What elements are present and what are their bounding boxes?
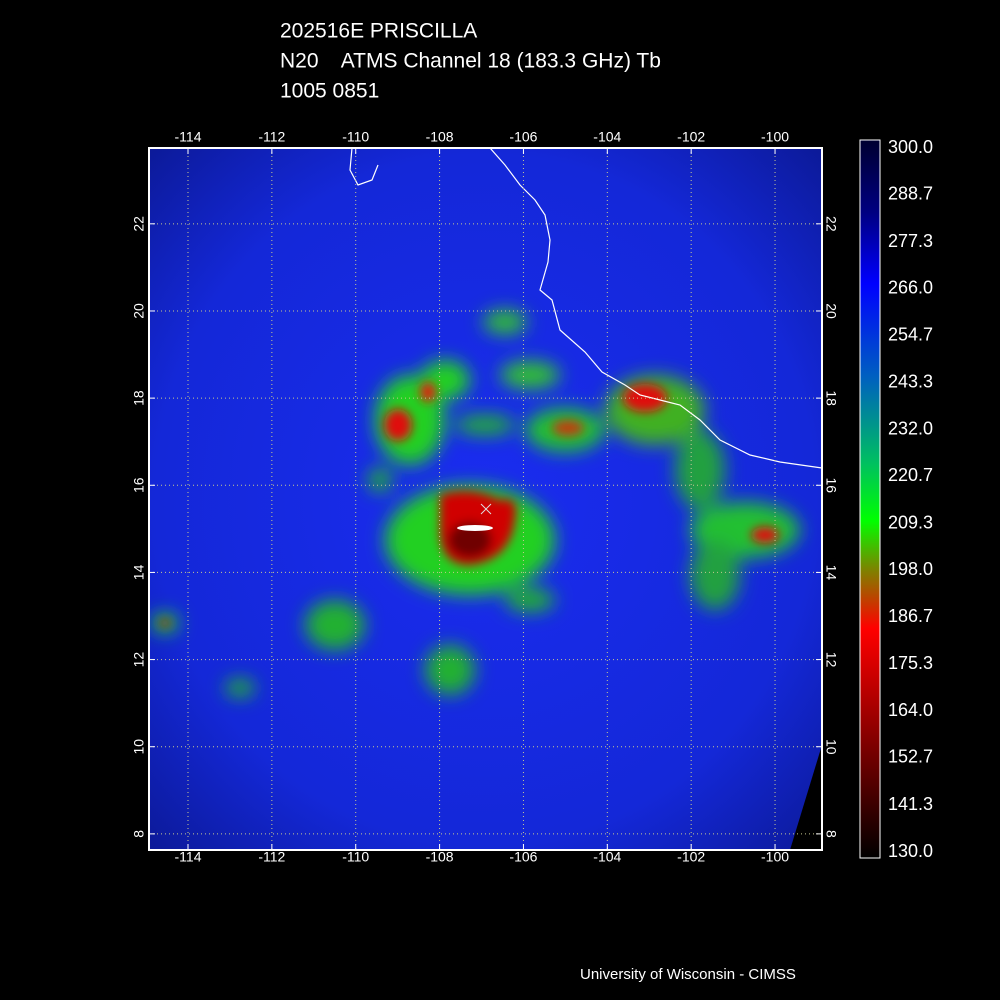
lon-label-bottom: -114 (175, 849, 202, 865)
lat-label-left: 10 (131, 739, 147, 755)
lat-label-right: 22 (823, 216, 839, 232)
lat-label-right: 20 (823, 303, 839, 319)
lat-label-right: 12 (823, 652, 839, 668)
lat-label-left: 20 (131, 303, 147, 319)
colorbar-label: 152.7 (888, 747, 933, 767)
colorbar-label: 243.3 (888, 372, 933, 392)
lon-label-top: -112 (258, 129, 285, 145)
lon-label-top: -106 (509, 129, 537, 145)
lon-label-bottom: -100 (761, 849, 789, 865)
imagery (149, 148, 822, 850)
colorbar-label: 220.7 (888, 465, 933, 485)
colorbar-label: 300.0 (888, 137, 933, 157)
lon-label-top: -110 (342, 129, 369, 145)
lon-label-bottom: -110 (342, 849, 369, 865)
lon-label-top: -114 (175, 129, 202, 145)
time: 1005 0851 (280, 80, 379, 103)
coastline-baja (349, 148, 379, 186)
lon-label-bottom: -106 (509, 849, 537, 865)
colorbar-label: 164.0 (888, 700, 933, 720)
center-marker (480, 503, 492, 515)
colorbar-label: 141.3 (888, 794, 933, 814)
lat-label-left: 12 (131, 652, 147, 668)
no-data (790, 745, 822, 850)
axes: -114 -114 -112 -112 -110 -110 -108 -108 -106 -106… (131, 129, 933, 865)
colorbar-label: 254.7 (888, 324, 933, 344)
lon-label-top: -108 (426, 129, 454, 145)
colorbar-label: 209.3 (888, 512, 933, 532)
lon-label-bottom: -112 (258, 849, 285, 865)
lat-label-left: 16 (131, 477, 147, 493)
colorbar-label: 175.3 (888, 653, 933, 673)
colorbar-label: 186.7 (888, 606, 933, 626)
lat-label-left: 18 (131, 390, 147, 406)
lat-label-left: 22 (131, 216, 147, 232)
colorbar-label: 277.3 (888, 231, 933, 251)
lat-label-right: 14 (823, 565, 839, 581)
lat-label-left: 14 (131, 564, 147, 580)
lon-label-top: -100 (761, 129, 789, 145)
lon-label-bottom: -102 (677, 849, 705, 865)
map-frame (148, 147, 823, 851)
title: 202516E PRISCILLA (280, 20, 477, 43)
colorbar (859, 139, 881, 859)
colorbar-label: 266.0 (888, 278, 933, 298)
subtitle: N20 ATMS Channel 18 (183.3 GHz) Tb (280, 50, 661, 73)
lat-label-right: 10 (823, 739, 839, 755)
colorbar-label: 198.0 (888, 559, 933, 579)
lat-label-right: 8 (823, 830, 839, 838)
lat-label-right: 18 (823, 390, 839, 406)
colorbar-label: 130.0 (888, 841, 933, 861)
colorbar-label: 232.0 (888, 418, 933, 438)
lon-label-top: -104 (593, 129, 621, 145)
eye-artifact (457, 525, 493, 531)
lat-label-right: 16 (823, 477, 839, 493)
colorbar-label: 288.7 (888, 184, 933, 204)
lat-label-left: 8 (131, 830, 147, 838)
lon-label-top: -102 (677, 129, 705, 145)
lon-label-bottom: -104 (593, 849, 621, 865)
lon-label-bottom: -108 (426, 849, 454, 865)
coastline (489, 148, 822, 469)
credit: University of Wisconsin - CIMSS (580, 966, 796, 983)
